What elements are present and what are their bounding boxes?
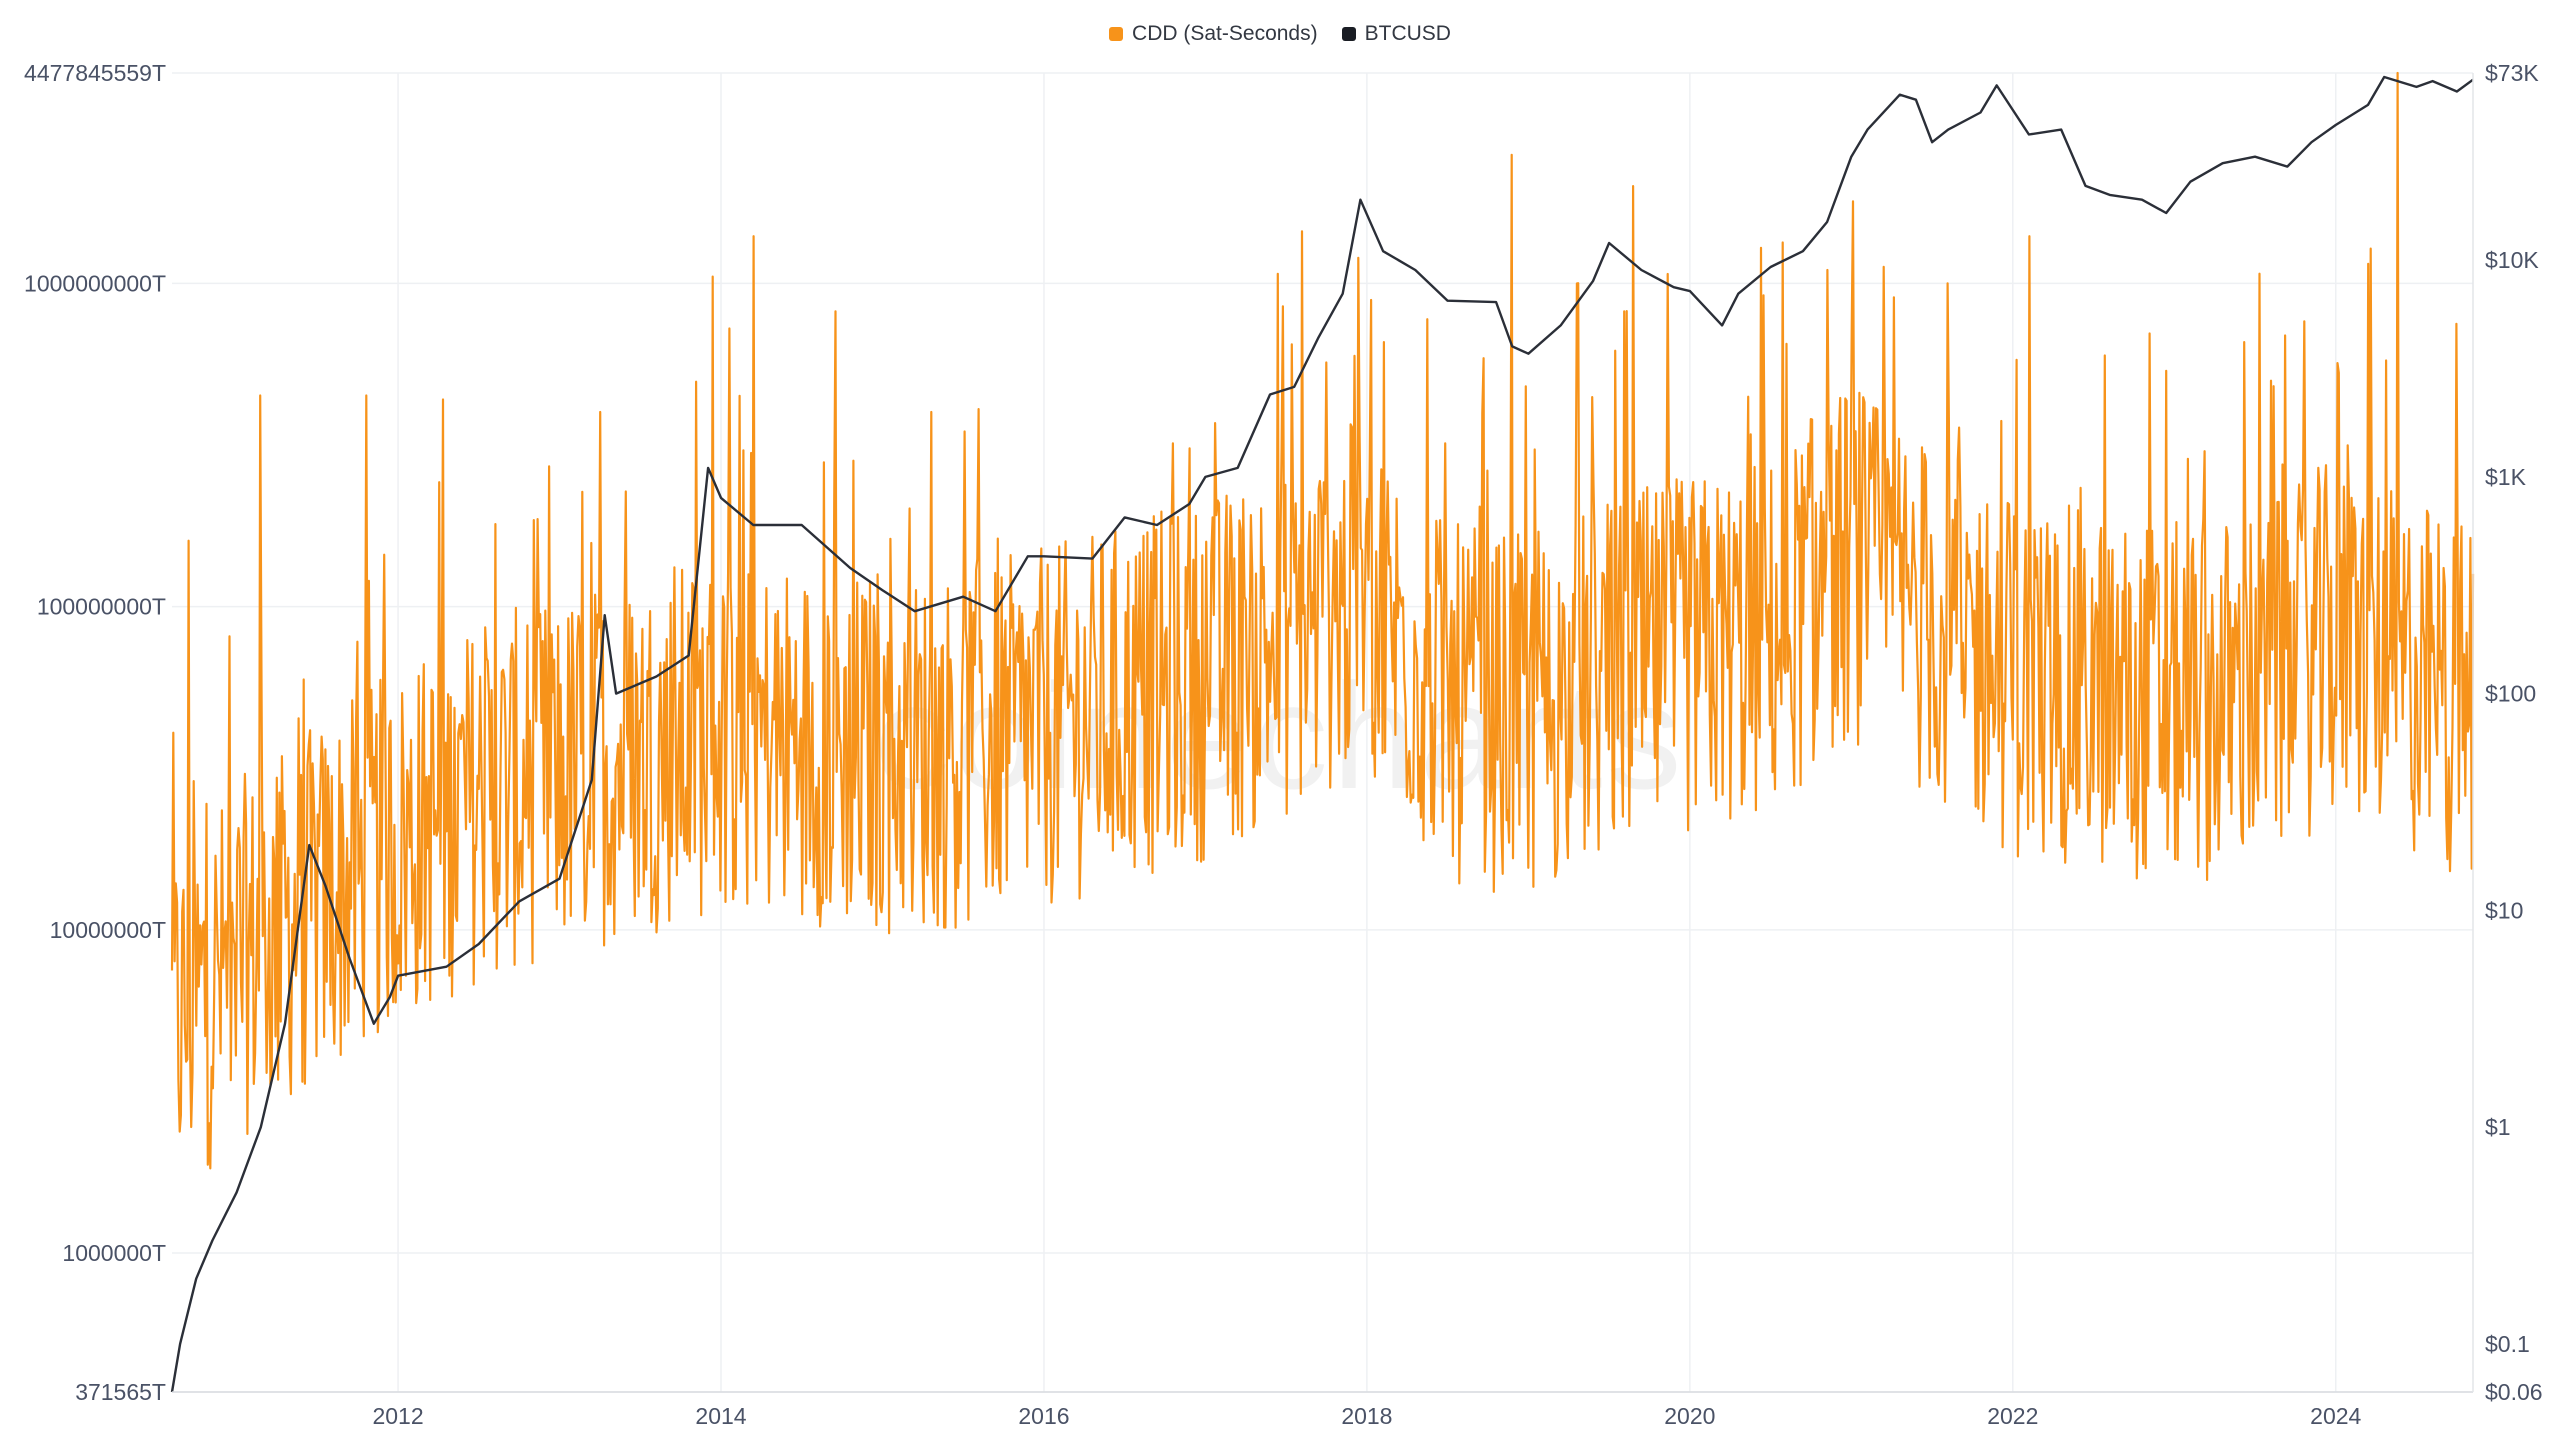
x-tick-label: 2020 bbox=[1664, 1403, 1715, 1429]
grid-layer bbox=[172, 72, 2473, 1393]
y-left-tick-label: 371565T bbox=[75, 1379, 166, 1405]
x-tick-label: 2016 bbox=[1018, 1403, 1069, 1429]
x-tick-label: 2024 bbox=[2310, 1403, 2361, 1429]
y-right-tick-label: $73K bbox=[2485, 60, 2539, 86]
x-tick-label: 2022 bbox=[1987, 1403, 2038, 1429]
x-tick-label: 2012 bbox=[372, 1403, 423, 1429]
btcusd-series bbox=[170, 75, 2474, 1393]
legend-item-cdd[interactable]: CDD (Sat-Seconds) bbox=[1109, 22, 1318, 46]
y-left-tick-label: 10000000T bbox=[50, 917, 166, 943]
y-left-tick-label: 1000000000T bbox=[24, 270, 166, 296]
y-right-tick-label: $0.1 bbox=[2485, 1331, 2530, 1357]
x-tick-label: 2018 bbox=[1341, 1403, 1392, 1429]
legend: CDD (Sat-Seconds) BTCUSD bbox=[0, 22, 2560, 46]
y-left-tick-label: 4477845559T bbox=[24, 60, 166, 86]
y-right-tick-label: $10 bbox=[2485, 897, 2523, 923]
btcusd-swatch bbox=[1341, 27, 1356, 41]
y-right-tick-label: $100 bbox=[2485, 681, 2536, 707]
legend-item-btcusd[interactable]: BTCUSD bbox=[1341, 22, 1451, 46]
y-right-tick-label: $0.06 bbox=[2485, 1379, 2543, 1405]
btcusd-line bbox=[170, 75, 2474, 1393]
y-left-tick-label: 100000000T bbox=[37, 594, 166, 620]
legend-label-cdd: CDD (Sat-Seconds) bbox=[1132, 22, 1318, 45]
cdd-swatch bbox=[1109, 27, 1124, 41]
legend-label-btcusd: BTCUSD bbox=[1364, 22, 1451, 45]
y-right-tick-label: $10K bbox=[2485, 247, 2539, 273]
y-right-tick-label: $1K bbox=[2485, 464, 2527, 490]
axes: 4477845559T 1000000000T 100000000T 10000000… bbox=[24, 60, 2543, 1429]
cdd-line bbox=[170, 71, 2475, 1170]
cdd-series bbox=[170, 71, 2475, 1170]
y-right-tick-label: $1 bbox=[2485, 1114, 2511, 1140]
y-left-tick-label: 1000000T bbox=[62, 1240, 166, 1266]
x-tick-label: 2014 bbox=[695, 1403, 746, 1429]
